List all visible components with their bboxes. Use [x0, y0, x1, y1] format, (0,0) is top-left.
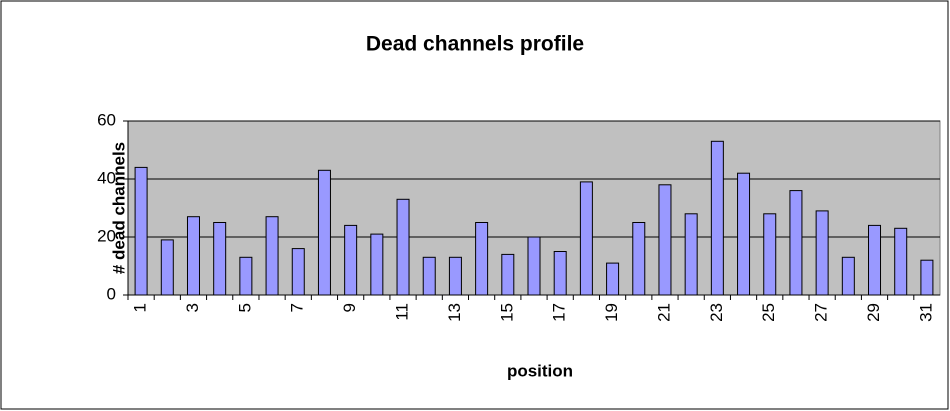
x-tick-label: 3 [183, 303, 202, 312]
x-tick-label: 25 [759, 303, 778, 322]
bar [291, 248, 305, 296]
bar [868, 224, 882, 296]
y-axis-label: # dead channels [109, 142, 128, 274]
bar [448, 256, 462, 296]
bar [370, 233, 384, 296]
chart-title: Dead channels profile [366, 33, 584, 56]
x-tick-label: 15 [497, 303, 516, 322]
y-tick-label: 0 [107, 284, 116, 303]
bar [920, 259, 934, 296]
bar [475, 222, 489, 296]
bar [527, 236, 541, 296]
bar [894, 227, 908, 296]
bar [265, 216, 279, 296]
bar [422, 256, 436, 296]
x-tick-label: 5 [235, 303, 254, 312]
x-tick-label: 9 [340, 303, 359, 312]
y-tick-label: 40 [97, 168, 116, 187]
bar [213, 222, 227, 296]
x-tick-label: 11 [393, 303, 412, 321]
x-tick-label: 1 [131, 303, 150, 312]
bar [553, 251, 567, 296]
bar [344, 224, 358, 296]
x-tick-label: 13 [445, 303, 464, 322]
bar [841, 256, 855, 296]
x-axis-label: position [507, 361, 573, 380]
bar [134, 166, 148, 296]
y-tick-label: 60 [97, 110, 116, 129]
y-tick-label: 20 [97, 226, 116, 245]
bar [684, 213, 698, 296]
x-tick-label: 29 [864, 303, 883, 322]
bar [239, 256, 253, 296]
bar [317, 169, 331, 296]
bar [710, 140, 724, 296]
bar [579, 181, 593, 296]
x-tick-label: 31 [916, 303, 935, 322]
bar [160, 239, 174, 296]
x-tick-label: 7 [288, 303, 307, 312]
bar [815, 210, 829, 296]
bar [763, 213, 777, 296]
x-tick-label: 17 [550, 303, 569, 322]
bar [658, 184, 672, 296]
x-tick-label: 21 [654, 303, 673, 322]
bar [632, 222, 646, 296]
x-tick-label: 23 [707, 303, 726, 322]
x-tick-label: 27 [812, 303, 831, 322]
bar [396, 198, 410, 296]
bar [789, 190, 803, 296]
x-tick-label: 19 [602, 303, 621, 322]
bar [186, 216, 200, 296]
bar [606, 262, 620, 296]
bar [737, 172, 751, 296]
bar [501, 253, 515, 296]
